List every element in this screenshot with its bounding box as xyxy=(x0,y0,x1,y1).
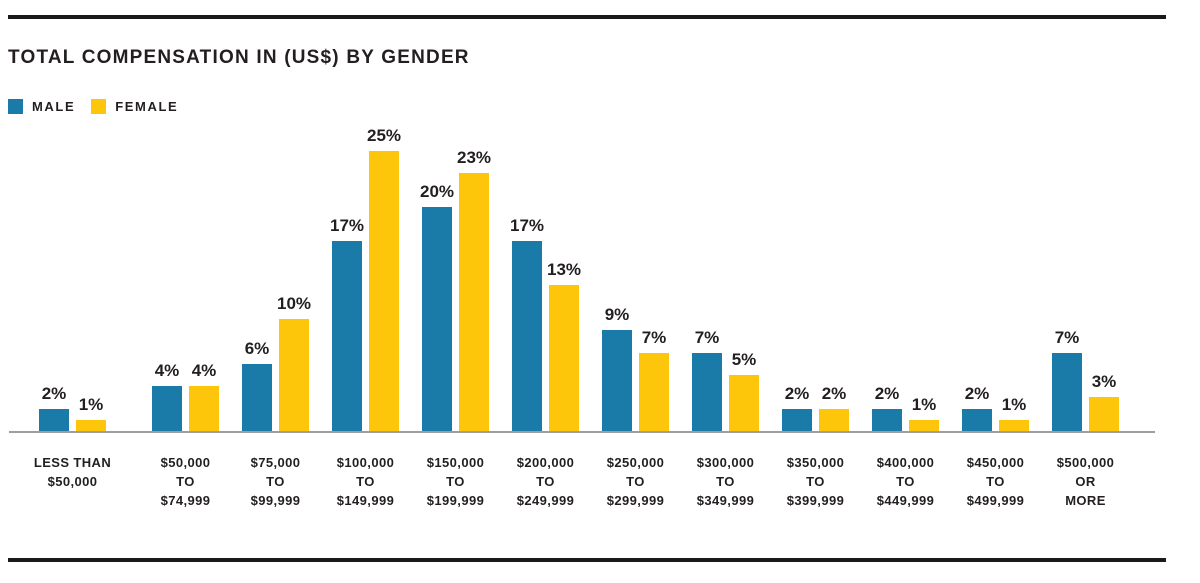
bar-female-4 xyxy=(459,173,489,431)
bar-female-6 xyxy=(639,352,669,431)
bar-female-value-label-0: 1% xyxy=(78,394,104,414)
bar-male-value-label-6: 9% xyxy=(604,305,630,325)
bar-female-0 xyxy=(76,419,106,431)
bar-male-value-label-11: 7% xyxy=(1054,327,1080,347)
bar-female-value-label-11: 3% xyxy=(1091,372,1117,392)
bar-female-9 xyxy=(909,419,939,431)
bar-female-value-label-10: 1% xyxy=(1001,394,1027,414)
bar-female-5 xyxy=(549,285,579,431)
bar-male-1 xyxy=(152,386,182,431)
bar-male-0 xyxy=(39,408,69,431)
bar-male-value-label-1: 4% xyxy=(154,361,180,381)
bar-male-5 xyxy=(512,240,542,431)
legend-male-swatch xyxy=(8,99,23,114)
x-axis-category-label-0: LESS THAN $50,000 xyxy=(33,455,112,489)
chart-title: TOTAL COMPENSATION IN (US$) BY GENDER xyxy=(8,47,470,68)
legend-male-label: MALE xyxy=(32,99,76,114)
x-axis-category-label-4: $150,000 TO $199,999 xyxy=(426,455,485,508)
bar-female-value-label-8: 2% xyxy=(821,383,847,403)
x-axis-category-label-5: $200,000 TO $249,999 xyxy=(516,455,575,508)
x-axis-category-label-7: $300,000 TO $349,999 xyxy=(696,455,755,508)
bar-female-value-label-4: 23% xyxy=(456,148,492,168)
bar-female-value-label-2: 10% xyxy=(276,294,312,313)
bar-female-value-label-6: 7% xyxy=(641,327,667,347)
bar-female-value-label-9: 1% xyxy=(911,394,937,414)
bar-male-value-label-4: 20% xyxy=(419,182,455,201)
bar-male-9 xyxy=(872,408,902,431)
bar-male-3 xyxy=(332,240,362,431)
bar-female-8 xyxy=(819,408,849,431)
bar-male-value-label-7: 7% xyxy=(694,327,720,347)
bar-female-1 xyxy=(189,386,219,431)
bar-male-2 xyxy=(242,363,272,431)
x-axis-category-label-11: $500,000 OR MORE xyxy=(1056,455,1115,508)
x-axis-category-label-2: $75,000 TO $99,999 xyxy=(250,455,301,508)
legend-female-label: FEMALE xyxy=(115,99,179,114)
bar-female-value-label-3: 25% xyxy=(366,126,402,145)
bar-male-value-label-0: 2% xyxy=(41,383,67,403)
x-axis-category-label-1: $50,000 TO $74,999 xyxy=(160,455,211,508)
bar-female-2 xyxy=(279,319,309,431)
bar-male-value-label-3: 17% xyxy=(329,215,365,235)
x-axis-category-label-10: $450,000 TO $499,999 xyxy=(966,455,1025,508)
top-rule xyxy=(8,15,1166,19)
x-axis-category-label-3: $100,000 TO $149,999 xyxy=(336,455,395,508)
bottom-rule xyxy=(8,558,1166,562)
x-axis-category-label-6: $250,000 TO $299,999 xyxy=(606,455,665,508)
bar-female-value-label-1: 4% xyxy=(191,361,217,381)
bar-female-10 xyxy=(999,419,1029,431)
bar-female-3 xyxy=(369,151,399,431)
bar-male-value-label-2: 6% xyxy=(244,338,270,358)
bar-male-7 xyxy=(692,352,722,431)
legend-female-swatch xyxy=(91,99,107,114)
x-axis-category-label-8: $350,000 TO $399,999 xyxy=(786,455,845,508)
bar-male-8 xyxy=(782,408,812,431)
bar-male-value-label-10: 2% xyxy=(964,383,990,403)
bar-male-10 xyxy=(962,408,992,431)
bar-male-11 xyxy=(1052,352,1082,431)
bar-male-6 xyxy=(602,330,632,431)
bar-female-value-label-7: 5% xyxy=(731,350,757,369)
bar-female-7 xyxy=(729,375,759,431)
bar-female-11 xyxy=(1089,397,1119,431)
bar-female-value-label-5: 13% xyxy=(546,260,582,280)
bar-male-4 xyxy=(422,207,452,431)
bar-male-value-label-5: 17% xyxy=(509,215,545,235)
bar-male-value-label-9: 2% xyxy=(874,383,900,403)
x-axis-category-label-9: $400,000 TO $449,999 xyxy=(876,455,935,508)
bar-male-value-label-8: 2% xyxy=(784,383,810,403)
x-axis-line xyxy=(9,431,1155,433)
legend: MALE FEMALE xyxy=(8,99,194,114)
